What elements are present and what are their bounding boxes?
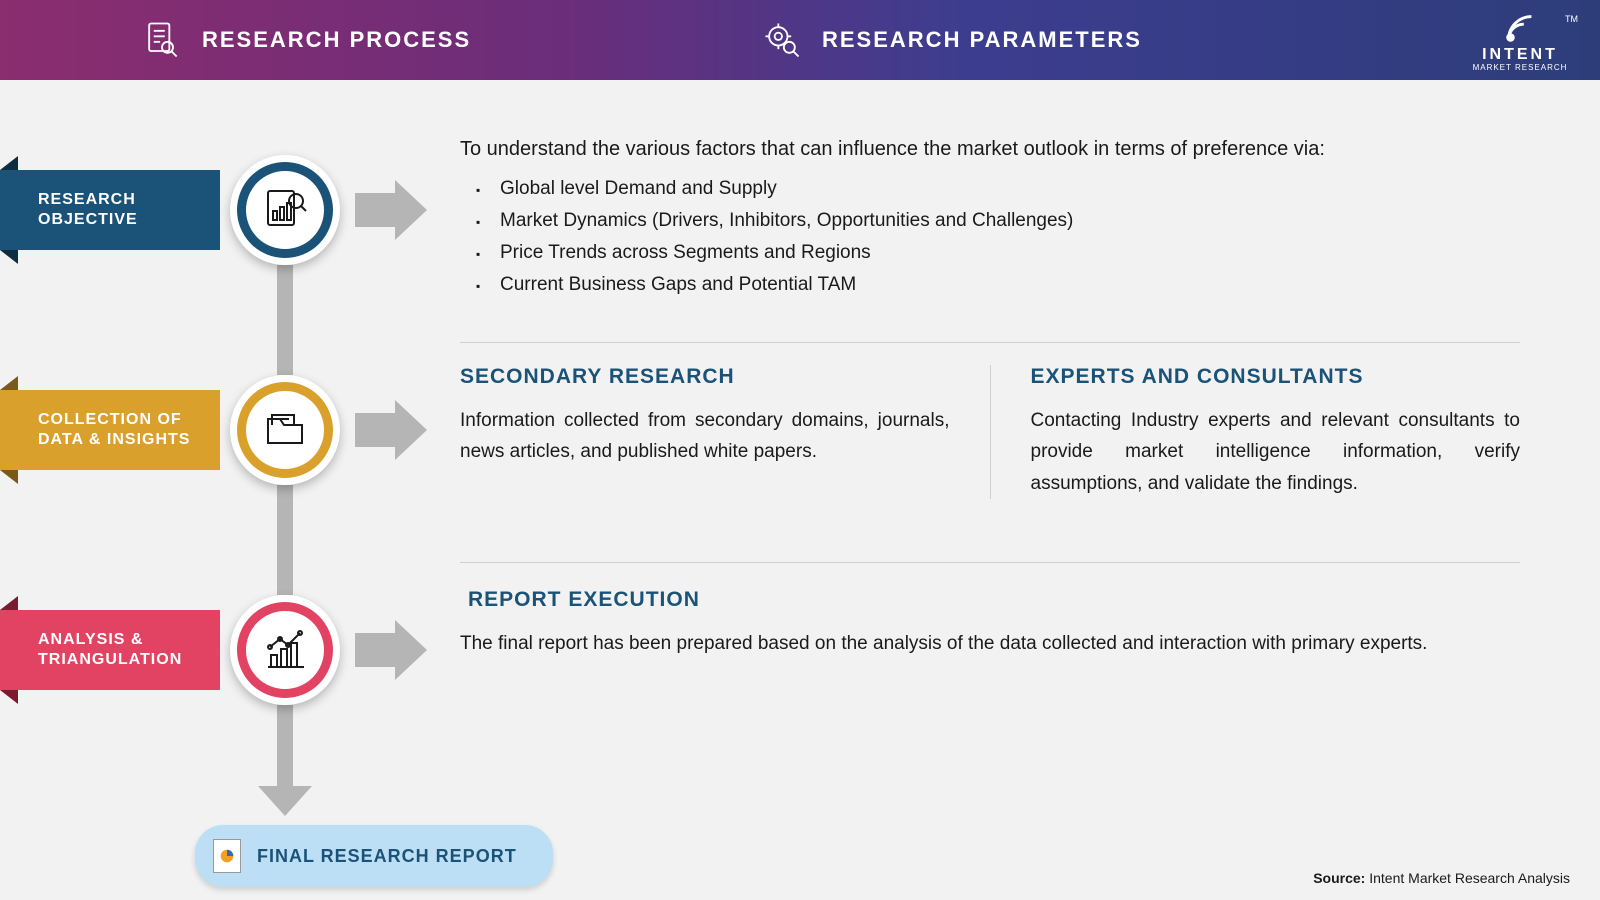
arrow-right-icon bbox=[355, 413, 395, 447]
logo-brand: INTENT bbox=[1482, 47, 1558, 63]
arrow-right-icon bbox=[355, 193, 395, 227]
bullet-item: Current Business Gaps and Potential TAM bbox=[500, 269, 1520, 301]
stage2-label: COLLECTION OF DATA & INSIGHTS bbox=[38, 410, 220, 450]
bar-chart-trend-icon bbox=[260, 625, 310, 675]
col-divider bbox=[990, 365, 991, 499]
stage2-banner: COLLECTION OF DATA & INSIGHTS bbox=[0, 390, 220, 470]
source-value: Intent Market Research Analysis bbox=[1369, 870, 1570, 886]
panel1-bullets: Global level Demand and Supply Market Dy… bbox=[460, 173, 1520, 301]
header-right-title: RESEARCH PARAMETERS bbox=[822, 27, 1142, 53]
panel3-text: The final report has been prepared based… bbox=[460, 628, 1520, 659]
stage1-banner: RESEARCH OBJECTIVE bbox=[0, 170, 220, 250]
source-footer: Source: Intent Market Research Analysis bbox=[1313, 870, 1570, 886]
connector-line bbox=[277, 265, 293, 375]
bullet-item: Price Trends across Segments and Regions bbox=[500, 237, 1520, 269]
panel-collection: SECONDARY RESEARCH Information collected… bbox=[460, 365, 1520, 499]
gear-search-icon bbox=[760, 18, 804, 62]
col1-text: Information collected from secondary dom… bbox=[460, 405, 950, 468]
banner3-fold-b bbox=[0, 690, 18, 704]
arrow-right-head bbox=[395, 620, 427, 680]
stage1-label: RESEARCH OBJECTIVE bbox=[38, 190, 220, 230]
connector-line bbox=[277, 705, 293, 790]
document-thumb-icon bbox=[213, 839, 241, 873]
bullet-item: Market Dynamics (Drivers, Inhibitors, Op… bbox=[500, 205, 1520, 237]
banner2-fold bbox=[0, 376, 18, 390]
header-bar: RESEARCH PROCESS RESEARCH PARAMETERS TM … bbox=[0, 0, 1600, 80]
col2-title: EXPERTS AND CONSULTANTS bbox=[1031, 365, 1521, 389]
arrow-down-icon bbox=[258, 786, 312, 816]
header-left: RESEARCH PROCESS bbox=[140, 18, 471, 62]
panel1-intro: To understand the various factors that c… bbox=[460, 138, 1520, 161]
folder-icon bbox=[260, 405, 310, 455]
banner1-fold bbox=[0, 156, 18, 170]
secondary-research-col: SECONDARY RESEARCH Information collected… bbox=[460, 365, 950, 499]
logo-arcs-icon bbox=[1501, 9, 1539, 47]
panel-objective: To understand the various factors that c… bbox=[460, 138, 1520, 301]
arrow-right-head bbox=[395, 180, 427, 240]
stage3-label: ANALYSIS & TRIANGULATION bbox=[38, 630, 220, 670]
banner1-fold-b bbox=[0, 250, 18, 264]
document-chart-icon bbox=[260, 185, 310, 235]
panel3-title: REPORT EXECUTION bbox=[468, 588, 1520, 612]
header-right: RESEARCH PARAMETERS bbox=[760, 18, 1142, 62]
bullet-item: Global level Demand and Supply bbox=[500, 173, 1520, 205]
stage3-banner: ANALYSIS & TRIANGULATION bbox=[0, 610, 220, 690]
stage3-circle bbox=[230, 595, 340, 705]
final-label: FINAL RESEARCH REPORT bbox=[257, 846, 517, 867]
divider bbox=[460, 562, 1520, 563]
arrow-right-icon bbox=[355, 633, 395, 667]
panel-execution: REPORT EXECUTION The final report has be… bbox=[460, 588, 1520, 659]
stage2-circle bbox=[230, 375, 340, 485]
connector-line bbox=[277, 485, 293, 595]
banner2-fold-b bbox=[0, 470, 18, 484]
experts-col: EXPERTS AND CONSULTANTS Contacting Indus… bbox=[1031, 365, 1521, 499]
document-search-icon bbox=[140, 18, 184, 62]
logo-subtitle: MARKET RESEARCH bbox=[1473, 63, 1568, 72]
stage1-circle bbox=[230, 155, 340, 265]
content-area: RESEARCH OBJECTIVE COLLECTION OF DATA & … bbox=[0, 80, 1600, 900]
col1-title: SECONDARY RESEARCH bbox=[460, 365, 950, 389]
tm-mark: TM bbox=[1565, 14, 1578, 24]
source-label: Source: bbox=[1313, 870, 1365, 886]
banner3-fold bbox=[0, 596, 18, 610]
header-left-title: RESEARCH PROCESS bbox=[202, 27, 471, 53]
final-report-pill: FINAL RESEARCH REPORT bbox=[195, 825, 553, 887]
arrow-right-head bbox=[395, 400, 427, 460]
divider bbox=[460, 342, 1520, 343]
brand-logo: TM INTENT MARKET RESEARCH bbox=[1470, 8, 1570, 72]
col2-text: Contacting Industry experts and relevant… bbox=[1031, 405, 1521, 499]
